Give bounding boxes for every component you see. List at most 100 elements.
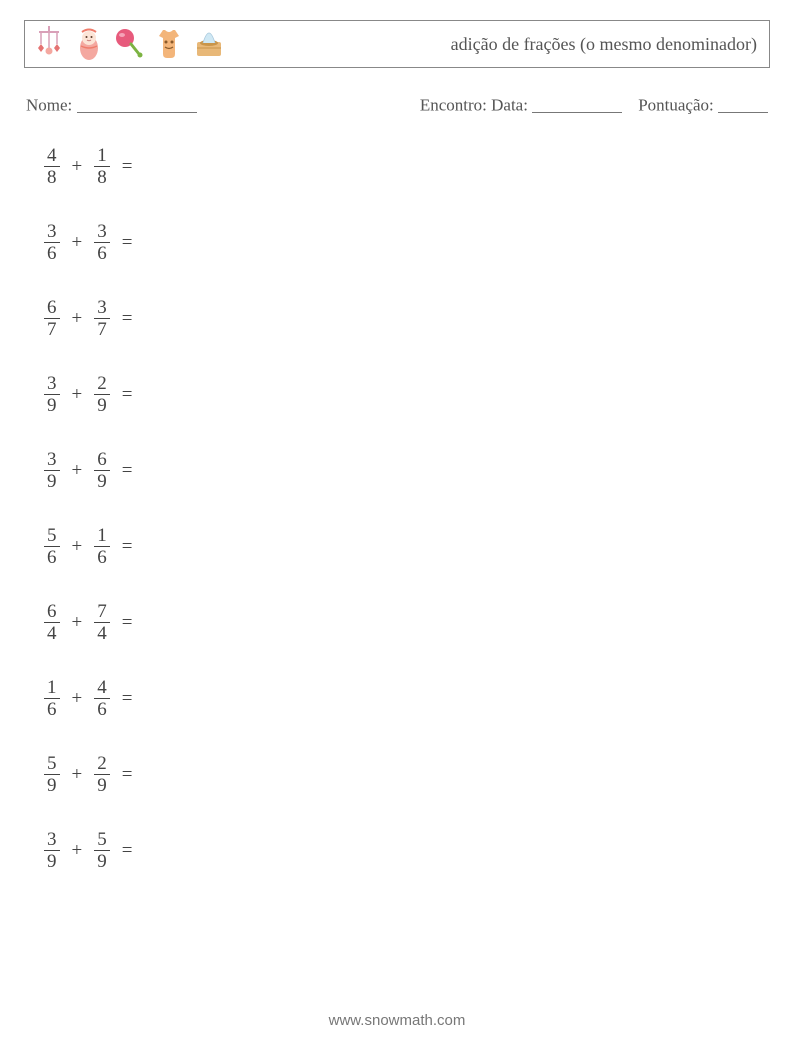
score-blank[interactable]: [718, 94, 768, 113]
numerator: 1: [94, 525, 110, 546]
denominator: 8: [94, 167, 110, 188]
denominator: 9: [94, 851, 110, 872]
equals-sign: =: [116, 232, 139, 254]
numerator: 7: [94, 601, 110, 622]
problem-row: 39+29=: [44, 372, 770, 418]
fraction-b: 37: [94, 297, 110, 340]
numerator: 3: [44, 373, 60, 394]
footer-url: www.snowmath.com: [0, 1012, 794, 1029]
fraction-a: 16: [44, 677, 60, 720]
fraction-a: 48: [44, 145, 60, 188]
fraction-b: 69: [94, 449, 110, 492]
tissue-box-icon: [193, 26, 225, 62]
numerator: 4: [94, 677, 110, 698]
numerator: 6: [44, 601, 60, 622]
baby-mobile-icon: [33, 26, 65, 62]
fraction-b: 74: [94, 601, 110, 644]
plus-sign: +: [66, 156, 89, 178]
plus-sign: +: [66, 840, 89, 862]
worksheet-header: adição de frações (o mesmo denominador): [24, 20, 770, 68]
problem-row: 16 +46 =: [44, 676, 770, 722]
fraction-b: 59: [94, 829, 110, 872]
plus-sign: +: [66, 460, 89, 482]
problem-row: 39+69=: [44, 448, 770, 494]
plus-sign: +: [66, 536, 89, 558]
fraction-a: 64: [44, 601, 60, 644]
numerator: 6: [44, 297, 60, 318]
denominator: 6: [94, 699, 110, 720]
problem-row: 56+16=: [44, 524, 770, 570]
numerator: 3: [44, 449, 60, 470]
denominator: 9: [44, 395, 60, 416]
fraction-b: 29: [94, 753, 110, 796]
denominator: 7: [44, 319, 60, 340]
numerator: 3: [94, 221, 110, 242]
equals-sign: =: [116, 460, 139, 482]
fraction-b: 29: [94, 373, 110, 416]
numerator: 5: [44, 525, 60, 546]
plus-sign: +: [66, 232, 89, 254]
equals-sign: =: [116, 688, 139, 710]
fraction-a: 39: [44, 449, 60, 492]
problem-row: 36+36=: [44, 220, 770, 266]
numerator: 3: [94, 297, 110, 318]
fraction-b: 36: [94, 221, 110, 264]
baby-onesie-icon: [153, 26, 185, 62]
denominator: 9: [44, 471, 60, 492]
numerator: 3: [44, 829, 60, 850]
equals-sign: =: [116, 156, 139, 178]
problem-row: 59+29=: [44, 752, 770, 798]
equals-sign: =: [116, 764, 139, 786]
problem-row: 67+37=: [44, 296, 770, 342]
denominator: 9: [44, 775, 60, 796]
equals-sign: =: [116, 840, 139, 862]
score-label: Pontuação:: [638, 96, 714, 115]
plus-sign: +: [66, 764, 89, 786]
problem-row: 39+59=: [44, 828, 770, 874]
numerator: 3: [44, 221, 60, 242]
date-blank[interactable]: [532, 94, 622, 113]
fraction-a: 67: [44, 297, 60, 340]
numerator: 2: [94, 753, 110, 774]
name-blank[interactable]: [77, 94, 197, 113]
numerator: 5: [44, 753, 60, 774]
fraction-b: 16: [94, 525, 110, 568]
denominator: 8: [44, 167, 60, 188]
equals-sign: =: [116, 536, 139, 558]
problem-row: 64+74=: [44, 600, 770, 646]
rattle-icon: [113, 26, 145, 62]
denominator: 6: [44, 243, 60, 264]
swaddled-baby-icon: [73, 26, 105, 62]
fraction-b: 18: [94, 145, 110, 188]
denominator: 7: [94, 319, 110, 340]
numerator: 1: [94, 145, 110, 166]
denominator: 9: [44, 851, 60, 872]
denominator: 4: [94, 623, 110, 644]
fraction-a: 56: [44, 525, 60, 568]
plus-sign: +: [66, 688, 89, 710]
fraction-a: 36: [44, 221, 60, 264]
denominator: 9: [94, 471, 110, 492]
fraction-b: 46: [94, 677, 110, 720]
denominator: 9: [94, 775, 110, 796]
numerator: 4: [44, 145, 60, 166]
problem-row: 48+18=: [44, 144, 770, 190]
header-icons: [33, 26, 225, 62]
problems-list: 48+18=36+36=67+37=39+29=39+69=56+16=64+7…: [24, 144, 770, 874]
plus-sign: +: [66, 384, 89, 406]
equals-sign: =: [116, 308, 139, 330]
plus-sign: +: [66, 612, 89, 634]
equals-sign: =: [116, 612, 139, 634]
denominator: 9: [94, 395, 110, 416]
numerator: 2: [94, 373, 110, 394]
info-row: Nome: Encontro: Data: Pontuação:: [24, 92, 770, 116]
fraction-a: 59: [44, 753, 60, 796]
name-label: Nome:: [26, 96, 72, 115]
fraction-a: 39: [44, 829, 60, 872]
numerator: 5: [94, 829, 110, 850]
denominator: 6: [94, 547, 110, 568]
fraction-a: 39: [44, 373, 60, 416]
denominator: 4: [44, 623, 60, 644]
equals-sign: =: [116, 384, 139, 406]
numerator: 6: [94, 449, 110, 470]
